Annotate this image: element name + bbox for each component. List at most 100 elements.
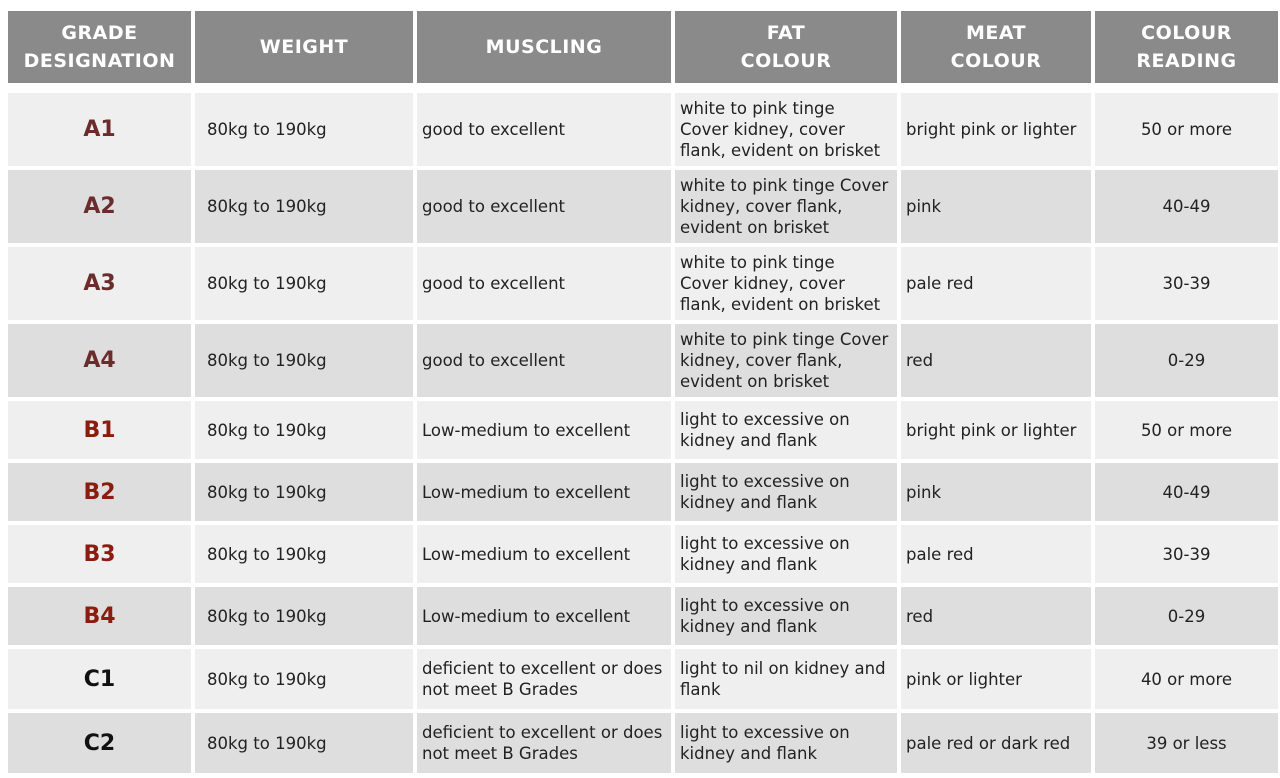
fat-line: kidney and flank: [680, 617, 818, 636]
fat-colour-cell: white to pink tinge Cover kidney, cover …: [675, 247, 897, 320]
table-row: B2 80kg to 190kg Low-medium to excellent…: [8, 463, 1278, 521]
muscling-line: deficient to excellent or does: [422, 723, 663, 742]
grade-cell: C1: [8, 649, 191, 709]
weight-cell: 80kg to 190kg: [195, 525, 413, 583]
header-line: MEAT: [965, 22, 1027, 44]
meat-colour-cell: bright pink or lighter: [901, 401, 1091, 459]
fat-line: light to excessive on: [680, 534, 850, 553]
muscling-cell: deficient to excellent or does not meet …: [417, 713, 671, 773]
table-row: B3 80kg to 190kg Low-medium to excellent…: [8, 525, 1278, 583]
header-line: COLOUR: [1141, 22, 1232, 44]
fat-colour-cell: light to nil on kidney and flank: [675, 649, 897, 709]
meat-colour-cell: pink or lighter: [901, 649, 1091, 709]
fat-line: light to excessive on: [680, 596, 850, 615]
fat-line: white to pink tinge: [680, 253, 835, 272]
weight-cell: 80kg to 190kg: [195, 713, 413, 773]
fat-line: kidney, cover flank,: [680, 197, 843, 216]
weight-cell: 80kg to 190kg: [195, 401, 413, 459]
muscling-line: not meet B Grades: [422, 680, 578, 699]
fat-colour-cell: white to pink tinge Cover kidney, cover …: [675, 93, 897, 166]
table-row: A2 80kg to 190kg good to excellent white…: [8, 170, 1278, 243]
grade-cell: C2: [8, 713, 191, 773]
muscling-cell: good to excellent: [417, 93, 671, 166]
table-row: A3 80kg to 190kg good to excellent white…: [8, 247, 1278, 320]
fat-colour-cell: white to pink tinge Cover kidney, cover …: [675, 324, 897, 397]
grade-cell: B3: [8, 525, 191, 583]
muscling-cell: Low-medium to excellent: [417, 587, 671, 645]
weight-cell: 80kg to 190kg: [195, 587, 413, 645]
colour-reading-cell: 30-39: [1095, 525, 1278, 583]
muscling-line: deficient to excellent or does: [422, 659, 663, 678]
colour-reading-cell: 40-49: [1095, 463, 1278, 521]
fat-line: Cover kidney, cover: [680, 120, 845, 139]
header-row: GRADE DESIGNATION WEIGHT MUSCLING FAT CO…: [8, 11, 1278, 83]
fat-colour-cell: light to excessive on kidney and flank: [675, 713, 897, 773]
meat-colour-cell: pale red: [901, 525, 1091, 583]
header-fat-colour: FAT COLOUR: [675, 11, 897, 83]
table-row: A4 80kg to 190kg good to excellent white…: [8, 324, 1278, 397]
grading-table: GRADE DESIGNATION WEIGHT MUSCLING FAT CO…: [4, 7, 1280, 777]
weight-cell: 80kg to 190kg: [195, 247, 413, 320]
grade-cell: B1: [8, 401, 191, 459]
grade-cell: A1: [8, 93, 191, 166]
fat-line: white to pink tinge Cover: [680, 330, 889, 349]
weight-cell: 80kg to 190kg: [195, 324, 413, 397]
table-row: A1 80kg to 190kg good to excellent white…: [8, 93, 1278, 166]
colour-reading-cell: 40-49: [1095, 170, 1278, 243]
grade-cell: A3: [8, 247, 191, 320]
fat-line: kidney and flank: [680, 744, 818, 763]
fat-line: light to excessive on: [680, 723, 850, 742]
muscling-cell: Low-medium to excellent: [417, 525, 671, 583]
fat-line: flank, evident on brisket: [680, 141, 881, 160]
table-row: B1 80kg to 190kg Low-medium to excellent…: [8, 401, 1278, 459]
fat-line: light to nil on kidney and: [680, 659, 886, 678]
fat-line: light to excessive on: [680, 472, 850, 491]
header-meat-colour: MEAT COLOUR: [901, 11, 1091, 83]
muscling-cell: good to excellent: [417, 247, 671, 320]
header-line: GRADE: [61, 22, 138, 44]
muscling-cell: deficient to excellent or does not meet …: [417, 649, 671, 709]
colour-reading-cell: 0-29: [1095, 324, 1278, 397]
fat-line: evident on brisket: [680, 218, 830, 237]
header-weight: WEIGHT: [195, 11, 413, 83]
colour-reading-cell: 40 or more: [1095, 649, 1278, 709]
fat-line: evident on brisket: [680, 372, 830, 391]
colour-reading-cell: 50 or more: [1095, 401, 1278, 459]
meat-colour-cell: pale red or dark red: [901, 713, 1091, 773]
weight-cell: 80kg to 190kg: [195, 170, 413, 243]
colour-reading-cell: 50 or more: [1095, 93, 1278, 166]
muscling-cell: Low-medium to excellent: [417, 463, 671, 521]
table-row: C1 80kg to 190kg deficient to excellent …: [8, 649, 1278, 709]
meat-colour-cell: bright pink or lighter: [901, 93, 1091, 166]
fat-line: Cover kidney, cover: [680, 274, 845, 293]
table-row: C2 80kg to 190kg deficient to excellent …: [8, 713, 1278, 773]
muscling-cell: Low-medium to excellent: [417, 401, 671, 459]
weight-cell: 80kg to 190kg: [195, 649, 413, 709]
fat-line: kidney, cover flank,: [680, 351, 843, 370]
fat-line: kidney and flank: [680, 493, 818, 512]
header-grade-designation: GRADE DESIGNATION: [8, 11, 191, 83]
meat-colour-cell: pink: [901, 463, 1091, 521]
meat-colour-cell: pink: [901, 170, 1091, 243]
fat-line: kidney and flank: [680, 555, 818, 574]
fat-line: kidney and flank: [680, 431, 818, 450]
header-colour-reading: COLOUR READING: [1095, 11, 1278, 83]
header-line: COLOUR: [740, 50, 832, 72]
meat-colour-cell: red: [901, 324, 1091, 397]
weight-cell: 80kg to 190kg: [195, 463, 413, 521]
grade-cell: A2: [8, 170, 191, 243]
colour-reading-cell: 30-39: [1095, 247, 1278, 320]
fat-colour-cell: light to excessive on kidney and flank: [675, 401, 897, 459]
colour-reading-cell: 39 or less: [1095, 713, 1278, 773]
header-line: READING: [1136, 50, 1237, 72]
table-row: B4 80kg to 190kg Low-medium to excellent…: [8, 587, 1278, 645]
header-muscling: MUSCLING: [417, 11, 671, 83]
fat-line: light to excessive on: [680, 410, 850, 429]
fat-colour-cell: white to pink tinge Cover kidney, cover …: [675, 170, 897, 243]
meat-colour-cell: red: [901, 587, 1091, 645]
muscling-cell: good to excellent: [417, 170, 671, 243]
fat-colour-cell: light to excessive on kidney and flank: [675, 463, 897, 521]
grade-cell: B2: [8, 463, 191, 521]
fat-line: flank: [680, 680, 721, 699]
fat-colour-cell: light to excessive on kidney and flank: [675, 587, 897, 645]
